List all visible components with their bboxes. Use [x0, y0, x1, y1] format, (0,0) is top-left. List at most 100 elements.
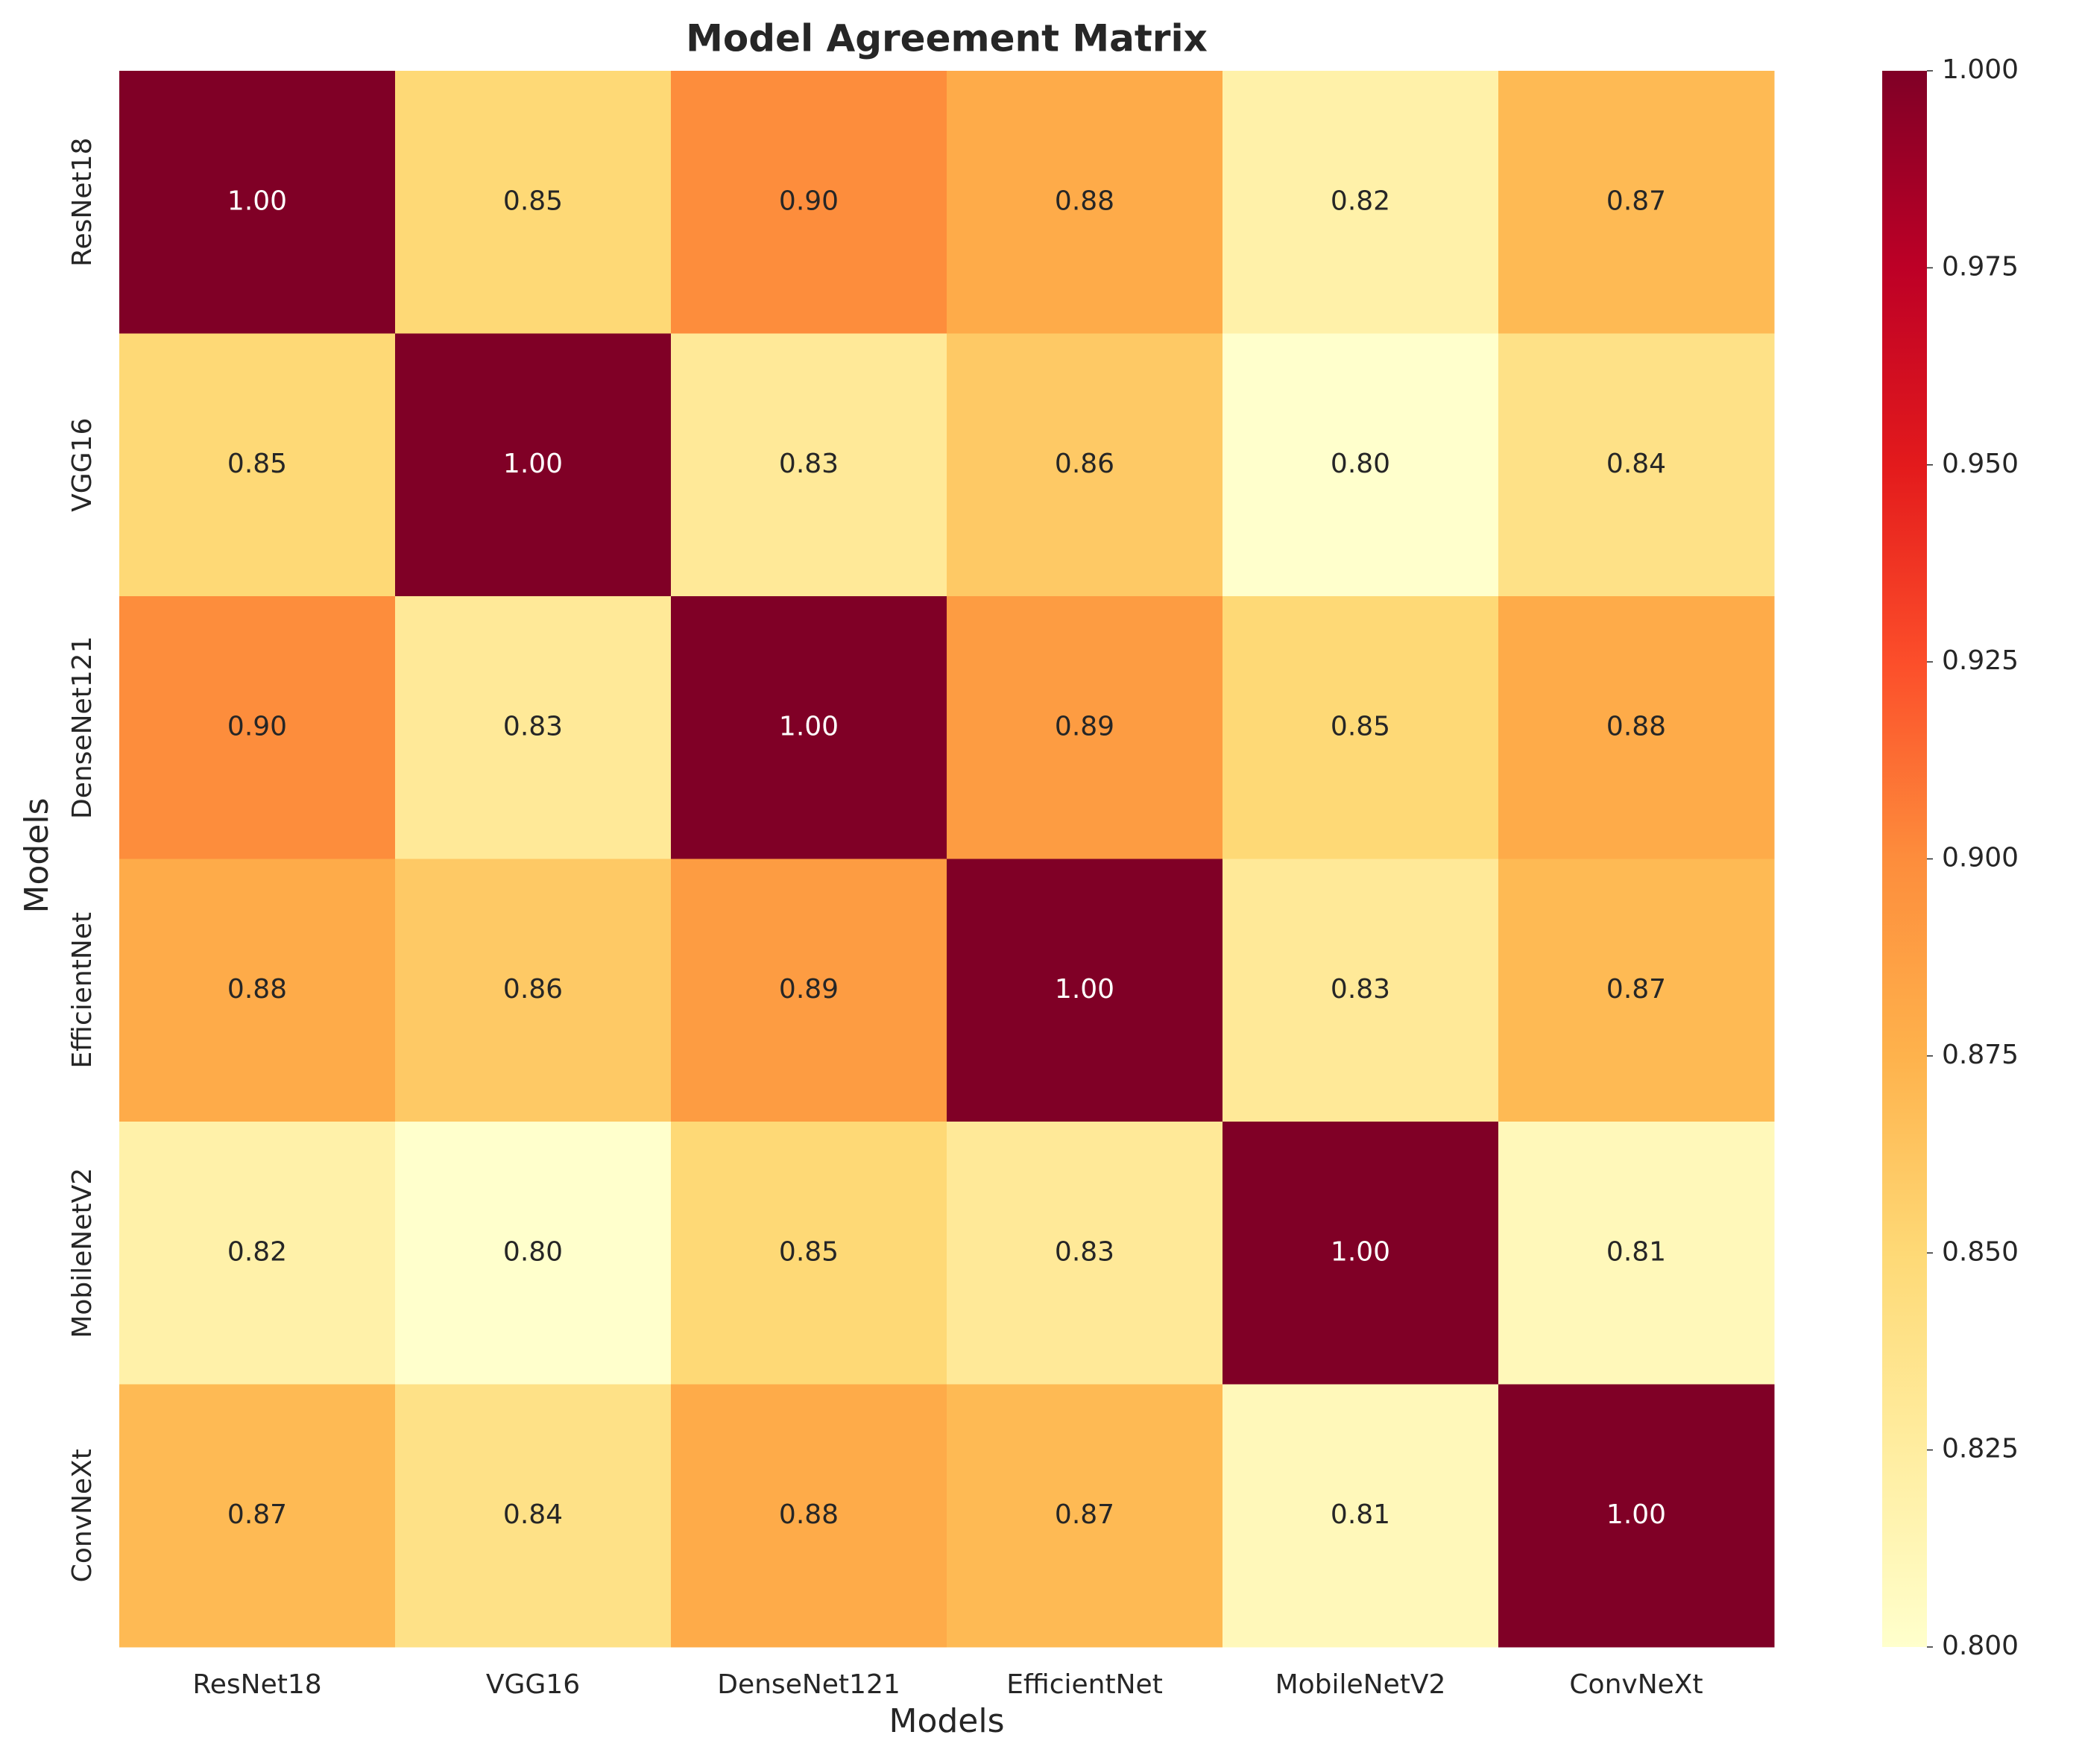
cell-value-label: 0.81	[1331, 1499, 1390, 1530]
heatmap-cell	[671, 596, 947, 859]
cell-value-label: 0.89	[779, 974, 839, 1005]
cell-value-label: 0.87	[1606, 186, 1666, 216]
heatmap-cell	[947, 859, 1223, 1122]
heatmap-cell	[947, 71, 1223, 334]
heatmap-cell	[119, 333, 396, 597]
colorbar-tick-label: 0.850	[1942, 1236, 2019, 1267]
heatmap-cell	[1498, 1384, 1775, 1648]
heatmap-cell	[1498, 333, 1775, 597]
colorbar-ticks: 0.800 0.825 0.850 0.875 0.900 0.925 0.950 0.975…	[1927, 54, 2019, 1661]
cell-value-label: 0.80	[1331, 449, 1390, 479]
cell-value-label: 0.88	[779, 1499, 839, 1530]
x-axis-label: Models	[889, 1702, 1004, 1740]
cell-value-label: 0.85	[227, 449, 287, 479]
y-tick-label: ConvNeXt	[67, 1449, 98, 1582]
cell-value-label: 0.85	[1331, 711, 1390, 742]
heatmap-cell	[671, 1384, 947, 1648]
heatmap-cell	[1223, 71, 1499, 334]
colorbar-gradient	[1882, 71, 1927, 1647]
x-axis-ticks: ResNet18 VGG16 DenseNet121 EfficientNet Mobi…	[192, 1669, 1703, 1700]
colorbar-tick-label: 0.975	[1942, 251, 2019, 282]
colorbar-tick-label: 0.825	[1942, 1434, 2019, 1464]
cell-value-label: 0.83	[503, 711, 563, 742]
heatmap-cell	[119, 1122, 396, 1385]
heatmap-cell	[947, 1122, 1223, 1385]
y-tick-label: DenseNet121	[67, 636, 98, 820]
cell-value-label: 0.85	[503, 186, 563, 216]
heatmap-cell	[1223, 333, 1499, 597]
cell-value-label: 0.83	[1331, 974, 1390, 1005]
heatmap-cell	[1498, 596, 1775, 859]
cell-value-label: 1.00	[779, 711, 839, 742]
colorbar-tick-label: 1.000	[1942, 54, 2019, 85]
x-tick-label: MobileNetV2	[1275, 1669, 1446, 1700]
heatmap-cell	[671, 333, 947, 597]
cell-value-label: 0.84	[503, 1499, 563, 1530]
cell-value-label: 0.90	[779, 186, 839, 216]
colorbar-tick-label: 0.925	[1942, 645, 2019, 676]
x-tick-label: ResNet18	[192, 1669, 321, 1700]
chart-title: Model Agreement Matrix	[686, 17, 1208, 60]
colorbar: 0.800 0.825 0.850 0.875 0.900 0.925 0.950 0.975…	[1882, 54, 2019, 1661]
cell-value-label: 0.81	[1606, 1236, 1666, 1267]
x-tick-label: DenseNet121	[717, 1669, 900, 1700]
heatmap-cell	[395, 596, 672, 859]
colorbar-tick-label: 0.800	[1942, 1631, 2019, 1661]
heatmap-cell	[1223, 1122, 1499, 1385]
heatmap-cell	[947, 1384, 1223, 1648]
cell-value-label: 0.87	[227, 1499, 287, 1530]
heatmap-cell	[119, 71, 396, 334]
cell-value-label: 0.84	[1606, 449, 1666, 479]
heatmap-cell	[1223, 1384, 1499, 1648]
cell-value-label: 0.89	[1055, 711, 1114, 742]
cell-value-label: 0.83	[1055, 1236, 1114, 1267]
heatmap-cell	[671, 859, 947, 1122]
heatmap-cell	[395, 859, 672, 1122]
heatmap-cell	[119, 859, 396, 1122]
cell-value-label: 1.00	[227, 186, 287, 216]
colorbar-tick-label: 0.950	[1942, 449, 2019, 479]
cell-value-label: 1.00	[1606, 1499, 1666, 1530]
cell-value-label: 1.00	[1331, 1236, 1390, 1267]
x-tick-label: EfficientNet	[1006, 1669, 1163, 1700]
heatmap-cell	[1223, 596, 1499, 859]
cell-value-label: 0.88	[1055, 186, 1114, 216]
cell-value-label: 0.87	[1606, 974, 1666, 1005]
cell-value-label: 1.00	[1055, 974, 1114, 1005]
heatmap-cell	[119, 596, 396, 859]
heatmap-cell	[1498, 1122, 1775, 1385]
cell-value-label: 1.00	[503, 449, 563, 479]
heatmap-cell	[1223, 859, 1499, 1122]
y-tick-label: VGG16	[67, 418, 98, 512]
heatmap-cell	[671, 1122, 947, 1385]
cell-value-label: 0.88	[1606, 711, 1666, 742]
cell-value-label: 0.85	[779, 1236, 839, 1267]
x-tick-label: VGG16	[486, 1669, 580, 1700]
heatmap-cell	[395, 333, 672, 597]
heatmap-cells: 1.00 0.85 0.90 0.88 0.82 0.87 0.85 1.00 0.83 0.86…	[119, 71, 1775, 1648]
colorbar-tick-label: 0.900	[1942, 843, 2019, 873]
cell-value-label: 0.80	[503, 1236, 563, 1267]
heatmap-cell	[947, 596, 1223, 859]
x-tick-label: ConvNeXt	[1569, 1669, 1703, 1700]
cell-value-label: 0.90	[227, 711, 287, 742]
heatmap-cell	[947, 333, 1223, 597]
y-axis-ticks: ResNet18 VGG16 DenseNet121 EfficientNet Mobi…	[67, 138, 98, 1583]
y-tick-label: MobileNetV2	[67, 1168, 98, 1338]
cell-value-label: 0.86	[1055, 449, 1114, 479]
cell-value-label: 0.83	[779, 449, 839, 479]
cell-value-label: 0.82	[227, 1236, 287, 1267]
heatmap-cell	[119, 1384, 396, 1648]
cell-value-label: 0.88	[227, 974, 287, 1005]
heatmap-cell	[1498, 71, 1775, 334]
heatmap-cell	[395, 71, 672, 334]
cell-value-label: 0.86	[503, 974, 563, 1005]
heatmap-cell	[1498, 859, 1775, 1122]
y-tick-label: EfficientNet	[67, 912, 98, 1069]
heatmap-cell	[395, 1122, 672, 1385]
heatmap-cell	[395, 1384, 672, 1648]
cell-value-label: 0.82	[1331, 186, 1390, 216]
heatmap-cell	[671, 71, 947, 334]
y-tick-label: ResNet18	[67, 138, 98, 267]
